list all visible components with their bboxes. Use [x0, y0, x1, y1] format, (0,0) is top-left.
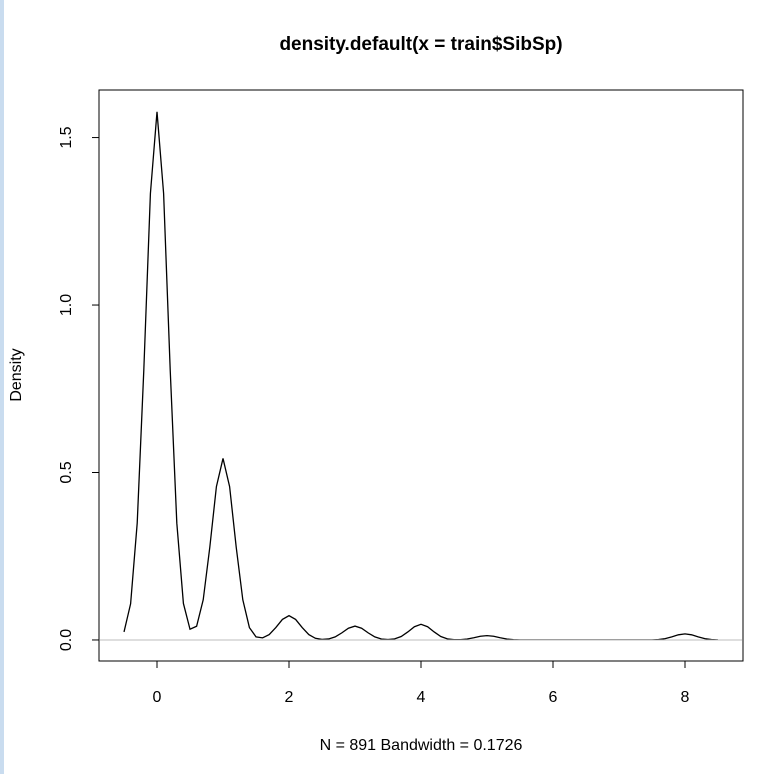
y-tick-label: 1.5	[58, 126, 75, 148]
density-line	[123, 111, 719, 641]
x-tick-label: 2	[285, 689, 294, 706]
y-axis-label: Density	[8, 348, 25, 401]
x-axis-label: N = 891 Bandwidth = 0.1726	[320, 737, 523, 754]
window-edge	[0, 0, 4, 774]
x-tick-label: 0	[153, 689, 162, 706]
x-tick-label: 8	[681, 689, 690, 706]
x-tick-label: 6	[549, 689, 558, 706]
y-tick-label: 1.0	[58, 294, 75, 316]
plot-box	[98, 89, 744, 662]
y-tick-label: 0.5	[58, 461, 75, 483]
x-tick-label: 4	[417, 689, 426, 706]
y-tick-label: 0.0	[58, 629, 75, 651]
chart-title: density.default(x = train$SibSp)	[279, 34, 562, 55]
